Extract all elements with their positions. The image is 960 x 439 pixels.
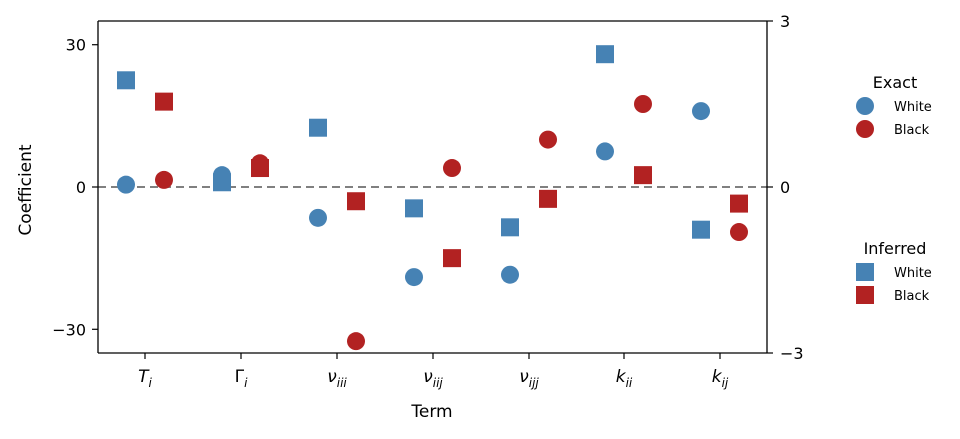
legend-title-exact: Exact xyxy=(873,73,917,92)
point-inferred-black xyxy=(251,159,269,178)
x-tick-label: kii xyxy=(616,367,633,390)
point-inferred-white xyxy=(405,199,423,218)
x-tick-label: νiii xyxy=(327,367,347,390)
point-exact-white xyxy=(309,208,327,227)
x-tick-label: Γi xyxy=(235,367,248,390)
point-exact-black xyxy=(347,332,365,351)
x-tick-label: kij xyxy=(712,367,729,390)
y-tick-label-right: 0 xyxy=(780,178,790,197)
point-exact-black xyxy=(155,170,173,189)
point-inferred-black xyxy=(634,166,652,185)
point-exact-white xyxy=(596,142,614,161)
point-inferred-black xyxy=(155,92,173,111)
point-exact-black xyxy=(539,130,557,149)
point-exact-white xyxy=(117,175,135,194)
plot-area xyxy=(98,45,767,351)
point-inferred-black xyxy=(539,189,557,208)
point-exact-white xyxy=(405,268,423,287)
point-inferred-black xyxy=(730,194,748,213)
y-tick-label-left: 30 xyxy=(66,36,86,55)
legend-title-inferred: Inferred xyxy=(864,239,927,258)
point-inferred-white xyxy=(501,218,519,237)
point-inferred-black xyxy=(347,192,365,211)
x-axis-label: Term xyxy=(410,402,452,422)
legend-marker xyxy=(856,286,874,304)
x-tick-label: Ti xyxy=(138,367,152,390)
legend-label: Black xyxy=(894,123,930,138)
point-inferred-white xyxy=(309,118,327,137)
y-axis-label: Coefficient xyxy=(16,144,36,235)
legend-label: White xyxy=(894,100,932,115)
legend-marker xyxy=(856,120,874,138)
y-tick-label-left: 0 xyxy=(76,178,86,197)
point-exact-black xyxy=(730,223,748,242)
y-tick-label-right: 3 xyxy=(780,12,790,31)
x-tick-label: νijj xyxy=(519,367,539,390)
point-exact-white xyxy=(501,265,519,284)
point-inferred-white xyxy=(117,71,135,90)
point-exact-black xyxy=(634,95,652,113)
point-inferred-white xyxy=(596,45,614,64)
y-tick-label-right: −3 xyxy=(780,344,804,363)
point-exact-black xyxy=(443,159,461,178)
legend-marker xyxy=(856,263,874,281)
x-tick-label: νiij xyxy=(423,367,443,390)
legend: Exact White Black Inferred White Black xyxy=(856,73,932,304)
y-tick-label-left: −30 xyxy=(52,320,86,339)
legend-label: White xyxy=(894,266,932,281)
legend-label: Black xyxy=(894,289,930,304)
point-inferred-white xyxy=(213,173,231,192)
point-exact-white xyxy=(692,102,710,121)
point-inferred-white xyxy=(692,220,710,239)
legend-marker xyxy=(856,97,874,115)
point-inferred-black xyxy=(443,249,461,268)
